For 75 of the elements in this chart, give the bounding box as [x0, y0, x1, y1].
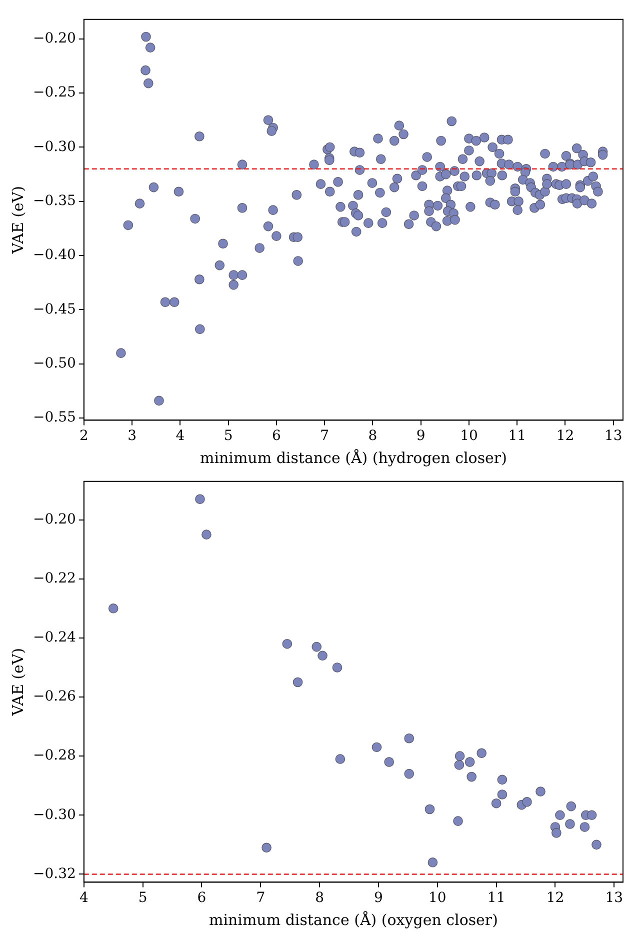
y-tick-label: −0.45: [32, 301, 76, 318]
point: [536, 786, 546, 796]
point: [428, 858, 438, 868]
x-tick-label: 12: [556, 428, 574, 444]
x-tick-label: 3: [128, 428, 136, 444]
y-axis-title: VAE (eV): [8, 648, 27, 717]
x-tick-label: 6: [272, 428, 281, 444]
y-tick-label: −0.25: [32, 84, 76, 101]
y-tick-label: −0.26: [32, 688, 76, 705]
y-tick-label: −0.30: [32, 138, 76, 155]
x-tick-label: 4: [79, 890, 88, 906]
point: [384, 757, 394, 767]
y-tick-label: −0.28: [32, 748, 76, 764]
point: [108, 604, 118, 614]
point: [592, 840, 602, 850]
point: [491, 798, 502, 808]
x-tick-label: 2: [79, 428, 88, 444]
point: [262, 842, 272, 853]
point: [202, 530, 212, 540]
point: [424, 804, 435, 814]
point: [318, 650, 328, 661]
point: [453, 816, 463, 826]
x-tick-label: 9: [374, 890, 383, 906]
point: [454, 751, 465, 761]
point: [466, 772, 476, 782]
point: [522, 796, 532, 807]
point: [335, 754, 346, 764]
point: [497, 774, 508, 785]
point: [372, 742, 382, 752]
y-tick-label: −0.22: [32, 570, 76, 587]
point: [552, 828, 562, 838]
x-tick-label: 13: [605, 890, 624, 906]
y-tick-label: −0.55: [32, 410, 76, 426]
x-axis-title: minimum distance (Å) (hydrogen closer): [200, 448, 507, 467]
y-tick-label: −0.20: [32, 30, 76, 47]
point: [332, 662, 342, 672]
x-tick-label: 5: [224, 428, 233, 444]
x-tick-label: 5: [138, 890, 148, 906]
point: [497, 790, 508, 800]
x-tick-label: 11: [487, 890, 506, 906]
x-tick-label: 11: [508, 428, 526, 444]
point: [404, 768, 414, 779]
y-tick-label: −0.32: [32, 866, 76, 882]
x-tick-label: 10: [428, 890, 446, 906]
y-tick-label: −0.24: [32, 630, 76, 646]
x-tick-label: 7: [256, 890, 266, 906]
x-axis-title: minimum distance (Å) (oxygen closer): [208, 910, 498, 929]
y-tick-label: −0.30: [32, 806, 76, 823]
x-tick-label: 7: [320, 428, 330, 444]
x-tick-label: 8: [315, 890, 324, 906]
y-tick-label: −0.20: [32, 511, 76, 528]
point: [555, 810, 565, 820]
x-tick-label: 6: [197, 890, 206, 906]
point: [566, 801, 576, 812]
point: [580, 822, 590, 832]
x-tick-label: 4: [176, 428, 185, 444]
point: [464, 757, 475, 767]
x-tick-label: 13: [604, 428, 622, 444]
x-tick-label: 9: [416, 428, 426, 444]
point: [586, 810, 597, 820]
point: [404, 733, 414, 744]
point: [454, 760, 464, 770]
point: [282, 638, 292, 649]
y-tick-label: −0.40: [32, 247, 76, 264]
point: [292, 677, 303, 688]
point: [565, 819, 575, 829]
x-tick-label: 8: [368, 428, 378, 444]
x-tick-label: 10: [460, 428, 478, 444]
x-tick-label: 12: [546, 890, 564, 906]
y-axis-title: VAE (eV): [8, 186, 27, 255]
point: [476, 748, 486, 758]
point: [195, 494, 205, 504]
y-tick-label: −0.35: [32, 193, 76, 210]
point: [312, 642, 322, 652]
y-tick-label: −0.50: [32, 356, 76, 372]
